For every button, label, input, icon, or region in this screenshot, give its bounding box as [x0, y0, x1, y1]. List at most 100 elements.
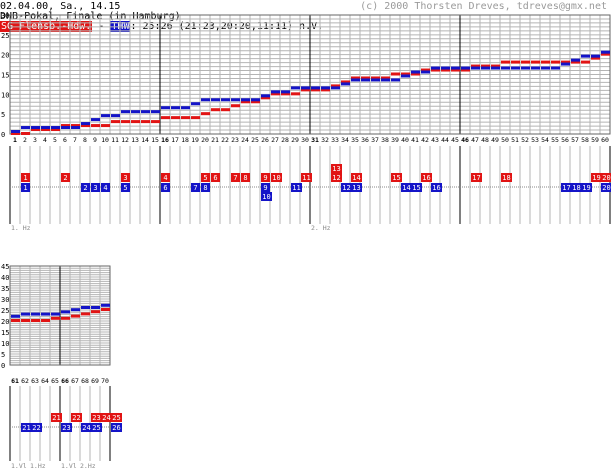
- score-mark-team-b: [101, 114, 110, 118]
- score-mark-team-b: [461, 66, 470, 70]
- goal-badge-a: [231, 173, 240, 182]
- x-tick-label: 38: [381, 136, 389, 144]
- score-mark-team-a: [71, 124, 80, 128]
- score-mark-team-b: [11, 130, 20, 133]
- goal-badge-b: [101, 183, 110, 192]
- goal-badge-b: [161, 183, 170, 192]
- x-tick-label: 56: [561, 136, 569, 144]
- score-mark-team-b: [131, 110, 140, 114]
- x-tick-label: 43: [431, 136, 439, 144]
- x-tick-label: 19: [191, 136, 199, 144]
- y-tick-label: 15: [1, 329, 9, 337]
- y-tick-label: 30: [1, 12, 9, 20]
- score-mark-team-a: [371, 76, 380, 80]
- score-mark-team-a: [211, 108, 220, 112]
- x-tick-label: 7: [73, 136, 77, 144]
- score-mark-team-b: [401, 74, 410, 78]
- x-tick-label: 12: [121, 136, 129, 144]
- goal-number: 24: [82, 424, 90, 432]
- x-tick-label: 62: [21, 377, 29, 385]
- score-mark-team-b: [251, 98, 260, 102]
- goal-number: 23: [62, 424, 70, 432]
- goal-number: 14: [402, 184, 410, 192]
- x-tick-label: 34: [341, 136, 349, 144]
- x-tick-label: 15: [151, 136, 159, 144]
- score-mark-team-b: [381, 78, 390, 82]
- score-mark-team-a: [141, 120, 150, 124]
- goal-badge-a: [51, 413, 62, 422]
- goal-number: 20: [602, 174, 610, 182]
- score-mark-team-a: [271, 92, 280, 96]
- score-mark-team-b: [411, 70, 420, 74]
- x-tick-label: 37: [371, 136, 379, 144]
- goal-number: 22: [32, 424, 40, 432]
- x-tick-label: 22: [221, 136, 229, 144]
- score-mark-team-b: [71, 126, 80, 130]
- score-mark-team-b: [451, 66, 460, 70]
- score-mark-team-a: [161, 116, 170, 120]
- y-tick-label: 40: [1, 274, 9, 282]
- goal-badge-a: [211, 173, 220, 182]
- goal-badge-b: [411, 183, 422, 192]
- goal-number: 13: [332, 165, 340, 173]
- score-mark-team-a: [571, 60, 580, 64]
- goal-badge-a: [501, 173, 512, 182]
- goal-badge-b: [261, 183, 270, 192]
- goal-badge-b: [191, 183, 200, 192]
- score-mark-team-a: [361, 76, 370, 80]
- score-mark-team-a: [471, 64, 480, 68]
- goal-badge-a: [471, 173, 482, 182]
- goal-number: 20: [602, 184, 610, 192]
- score-mark-team-a: [341, 80, 350, 84]
- x-tick-label: 41: [411, 136, 419, 144]
- goal-badge-a: [121, 173, 130, 182]
- score-mark-team-b: [601, 50, 610, 54]
- score-mark-team-a: [311, 88, 320, 92]
- x-tick-label: 53: [531, 136, 539, 144]
- score-mark-team-a: [121, 120, 130, 124]
- x-tick-label: 45: [451, 136, 459, 144]
- x-tick-label: 55: [551, 136, 559, 144]
- x-tick-label: 33: [331, 136, 339, 144]
- x-tick-label: 57: [571, 136, 579, 144]
- score-mark-team-a: [491, 64, 500, 68]
- goal-badge-b: [111, 423, 122, 432]
- goal-number: 8: [203, 184, 207, 192]
- score-mark-team-b: [371, 78, 380, 82]
- goal-badge-a: [21, 173, 30, 182]
- goal-number: 21: [22, 424, 30, 432]
- score-mark-team-a: [111, 120, 120, 124]
- score-mark-team-a: [101, 124, 110, 128]
- x-tick-label: 8: [83, 136, 87, 144]
- score-mark-team-a: [421, 68, 430, 72]
- half-label: 1.Hz: [30, 462, 46, 470]
- goal-badge-a: [331, 173, 342, 182]
- score-mark-team-b: [61, 310, 70, 314]
- score-mark-team-b: [331, 86, 340, 90]
- half-label: 1.Vl: [11, 462, 27, 470]
- score-mark-team-b: [311, 86, 320, 90]
- goal-badge-a: [601, 173, 611, 182]
- x-tick-label: 31: [311, 136, 319, 144]
- goal-badge-a: [351, 173, 362, 182]
- score-mark-team-b: [81, 122, 90, 126]
- x-tick-label: 60: [601, 136, 609, 144]
- score-mark-team-a: [71, 314, 80, 318]
- goal-badge-b: [601, 183, 611, 192]
- x-tick-label: 20: [201, 136, 209, 144]
- x-tick-label: 70: [101, 377, 109, 385]
- y-tick-label: 0: [1, 131, 5, 139]
- score-mark-team-a: [51, 128, 60, 132]
- goal-badge-b: [351, 183, 362, 192]
- score-mark-team-b: [421, 70, 430, 74]
- goal-badge-b: [91, 183, 100, 192]
- score-mark-team-b: [101, 303, 110, 307]
- goal-number: 19: [582, 184, 590, 192]
- x-tick-label: 52: [521, 136, 529, 144]
- y-tick-label: 5: [1, 351, 5, 359]
- copyright-credit: (c) 2000 Thorsten Dreves, tdreves@gmx.ne…: [360, 1, 607, 12]
- score-mark-team-b: [391, 78, 400, 82]
- score-mark-team-a: [321, 88, 330, 92]
- score-mark-team-a: [11, 319, 20, 322]
